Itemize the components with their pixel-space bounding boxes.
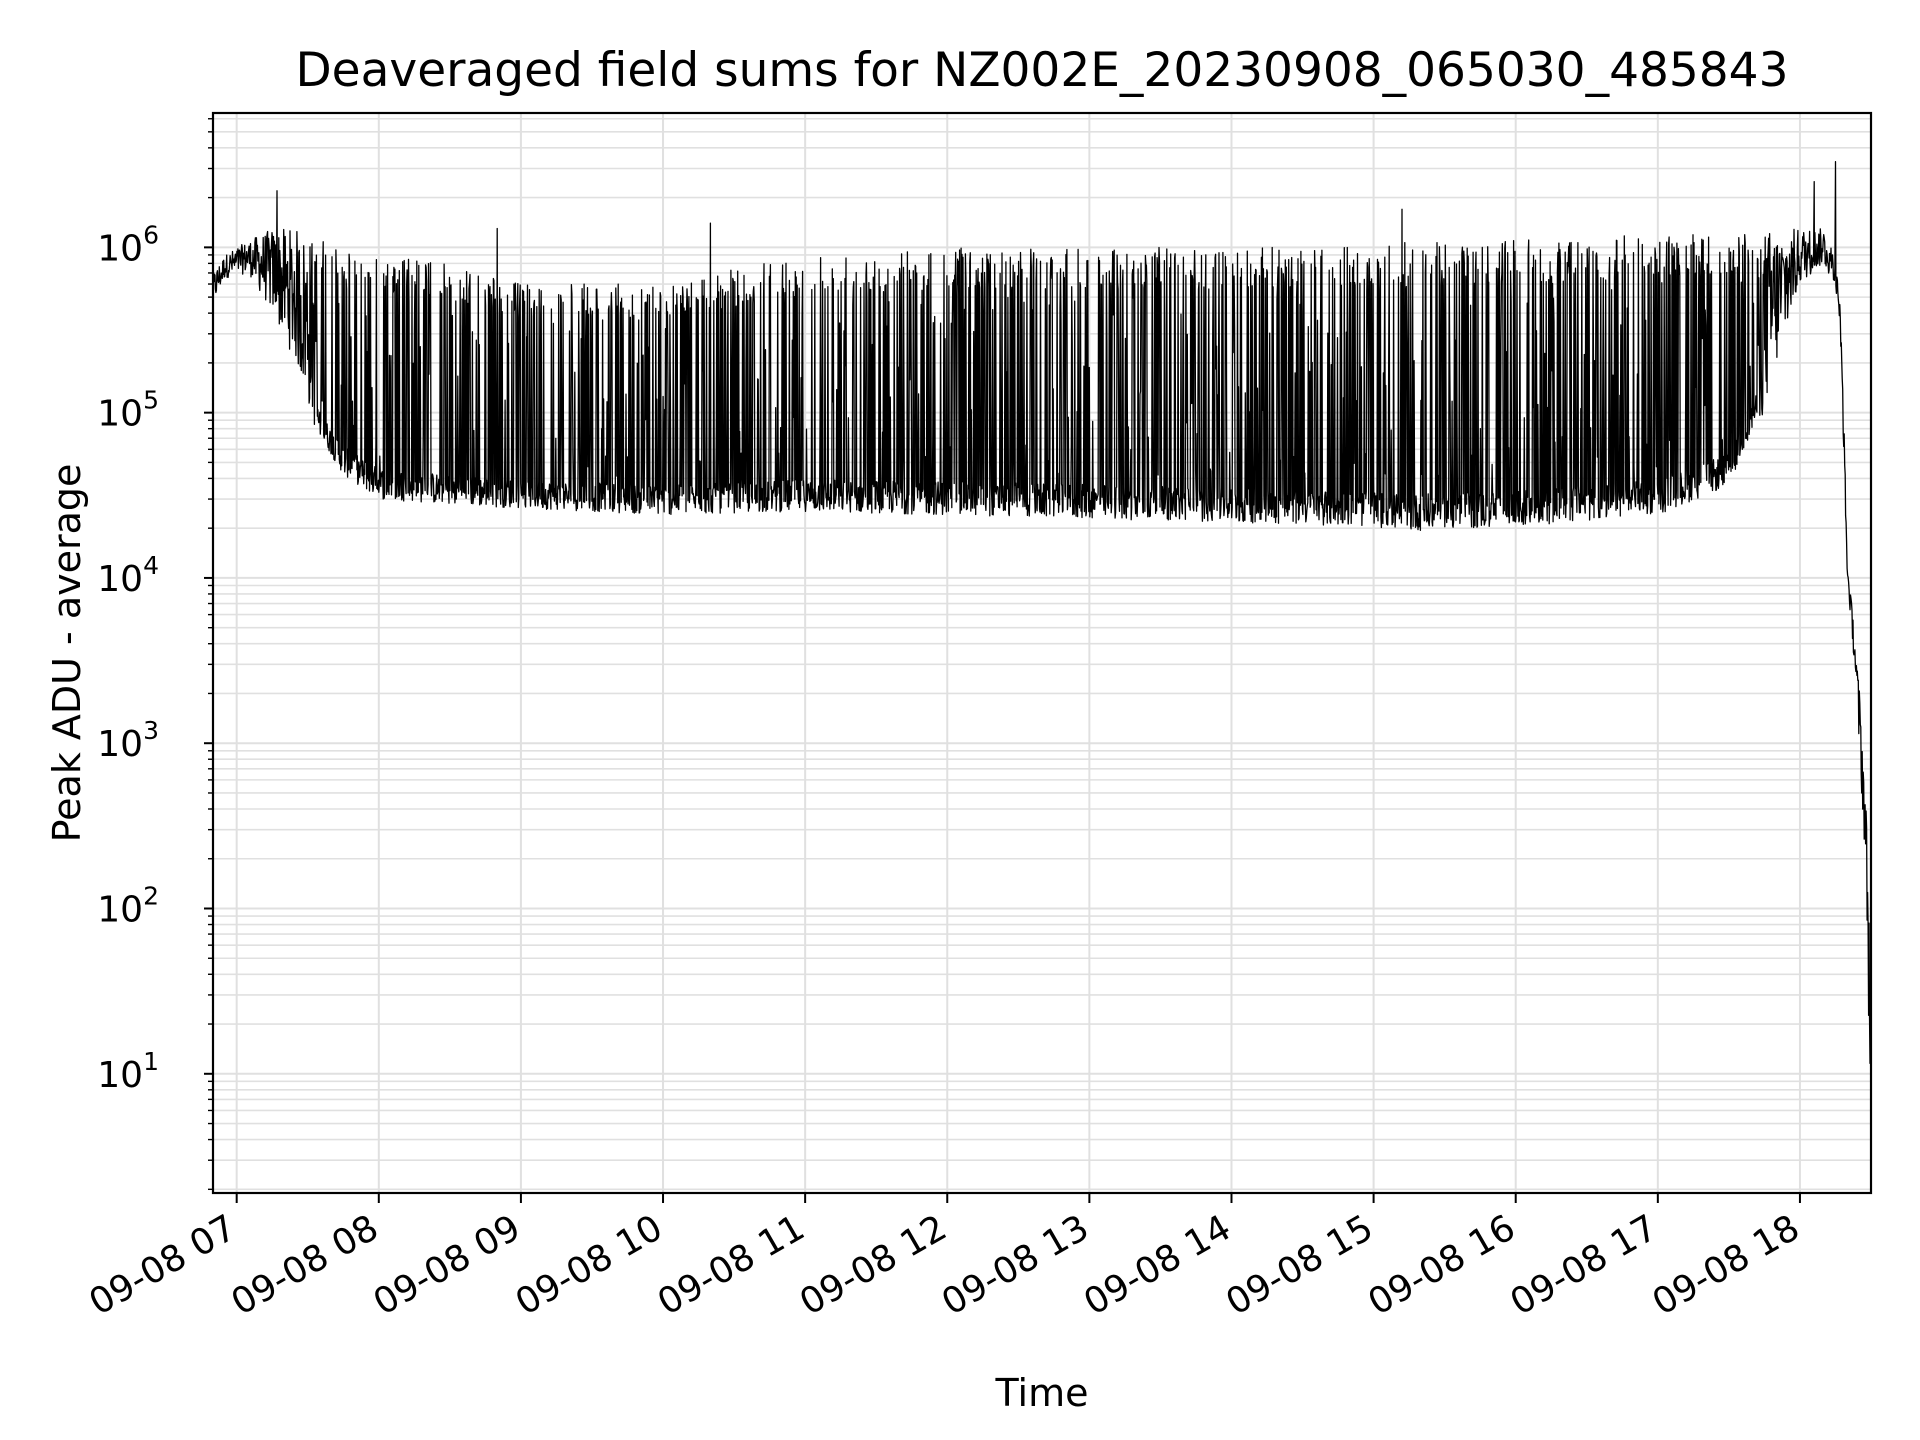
- series-line: [212, 161, 1872, 1065]
- x-tick-label: 09-08 08: [225, 1207, 386, 1323]
- data-layer: [212, 161, 1872, 1065]
- y-tick-label-exponent: 4: [143, 551, 159, 580]
- plot-frame: [211, 111, 1873, 1195]
- y-tick-label: 101: [97, 1047, 159, 1096]
- x-tick-label: 09-08 11: [651, 1207, 812, 1323]
- y-tick-label-exponent: 6: [143, 220, 159, 249]
- y-tick-label-base: 10: [97, 724, 143, 765]
- y-tick-label: 103: [97, 716, 159, 765]
- y-tick-label-base: 10: [97, 559, 143, 600]
- y-tick-label: 106: [97, 220, 159, 269]
- x-tick-label: 09-08 16: [1362, 1207, 1523, 1323]
- y-tick-label: 102: [97, 882, 159, 931]
- x-tick-label: 09-08 18: [1646, 1207, 1807, 1323]
- x-tick-label: 09-08 14: [1077, 1207, 1238, 1323]
- y-tick-label: 104: [97, 551, 159, 600]
- x-tick-label: 09-08 07: [83, 1207, 244, 1323]
- y-tick-label-exponent: 2: [143, 882, 159, 911]
- y-tick-label-exponent: 1: [143, 1047, 159, 1076]
- x-tick-label: 09-08 10: [509, 1207, 670, 1323]
- y-tick-label: 105: [97, 386, 159, 435]
- x-tick-label: 09-08 09: [367, 1207, 528, 1323]
- y-tick-label-base: 10: [97, 1055, 143, 1096]
- y-tick-label-exponent: 3: [143, 716, 159, 745]
- x-tick-label: 09-08 17: [1504, 1207, 1665, 1323]
- x-tick-label: 09-08 15: [1219, 1207, 1380, 1323]
- y-tick-label-base: 10: [97, 228, 143, 269]
- y-tick-label-exponent: 5: [143, 386, 159, 415]
- y-tick-label-base: 10: [97, 394, 143, 435]
- chart-title: Deaveraged field sums for NZ002E_2023090…: [295, 43, 1788, 98]
- x-axis-label: Time: [995, 1371, 1089, 1415]
- y-tick-label-base: 10: [97, 890, 143, 931]
- x-tick-label: 09-08 13: [935, 1207, 1096, 1323]
- x-tick-label: 09-08 12: [793, 1207, 954, 1323]
- y-axis-label: Peak ADU - average: [45, 464, 89, 843]
